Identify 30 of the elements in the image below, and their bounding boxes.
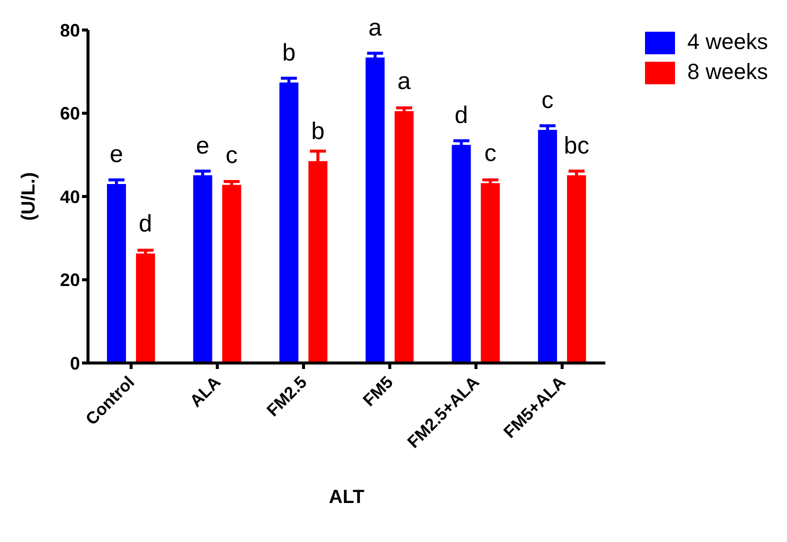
y-axis-title: (U/L.)	[18, 172, 40, 221]
bar	[222, 184, 242, 363]
bar	[538, 130, 558, 363]
data-label: a	[397, 68, 412, 96]
bar	[567, 175, 586, 363]
data-label: c	[484, 140, 496, 168]
y-tick-label: 20	[60, 270, 80, 290]
y-tick-label: 60	[60, 104, 80, 124]
data-label: e	[196, 132, 210, 160]
data-label: d	[138, 210, 152, 238]
bar	[106, 184, 126, 363]
bar	[193, 175, 212, 363]
bar	[452, 144, 471, 363]
legend-label: 4 weeks	[687, 28, 768, 54]
data-label: a	[368, 14, 382, 42]
data-label: c	[226, 142, 238, 169]
bar	[279, 82, 298, 363]
data-label: bc	[564, 132, 590, 160]
y-tick-label: 0	[70, 353, 80, 374]
data-label: d	[454, 102, 468, 129]
bar	[136, 254, 155, 363]
legend-label: 8 weeks	[687, 58, 768, 84]
data-label: c	[542, 86, 554, 114]
y-tick-label: 40	[60, 186, 80, 207]
bar	[366, 57, 385, 363]
y-tick-label: 80	[60, 20, 80, 40]
x-axis-title: ALT	[328, 487, 365, 508]
data-label: e	[110, 141, 124, 168]
data-label: b	[311, 118, 325, 146]
data-label: b	[282, 39, 296, 66]
